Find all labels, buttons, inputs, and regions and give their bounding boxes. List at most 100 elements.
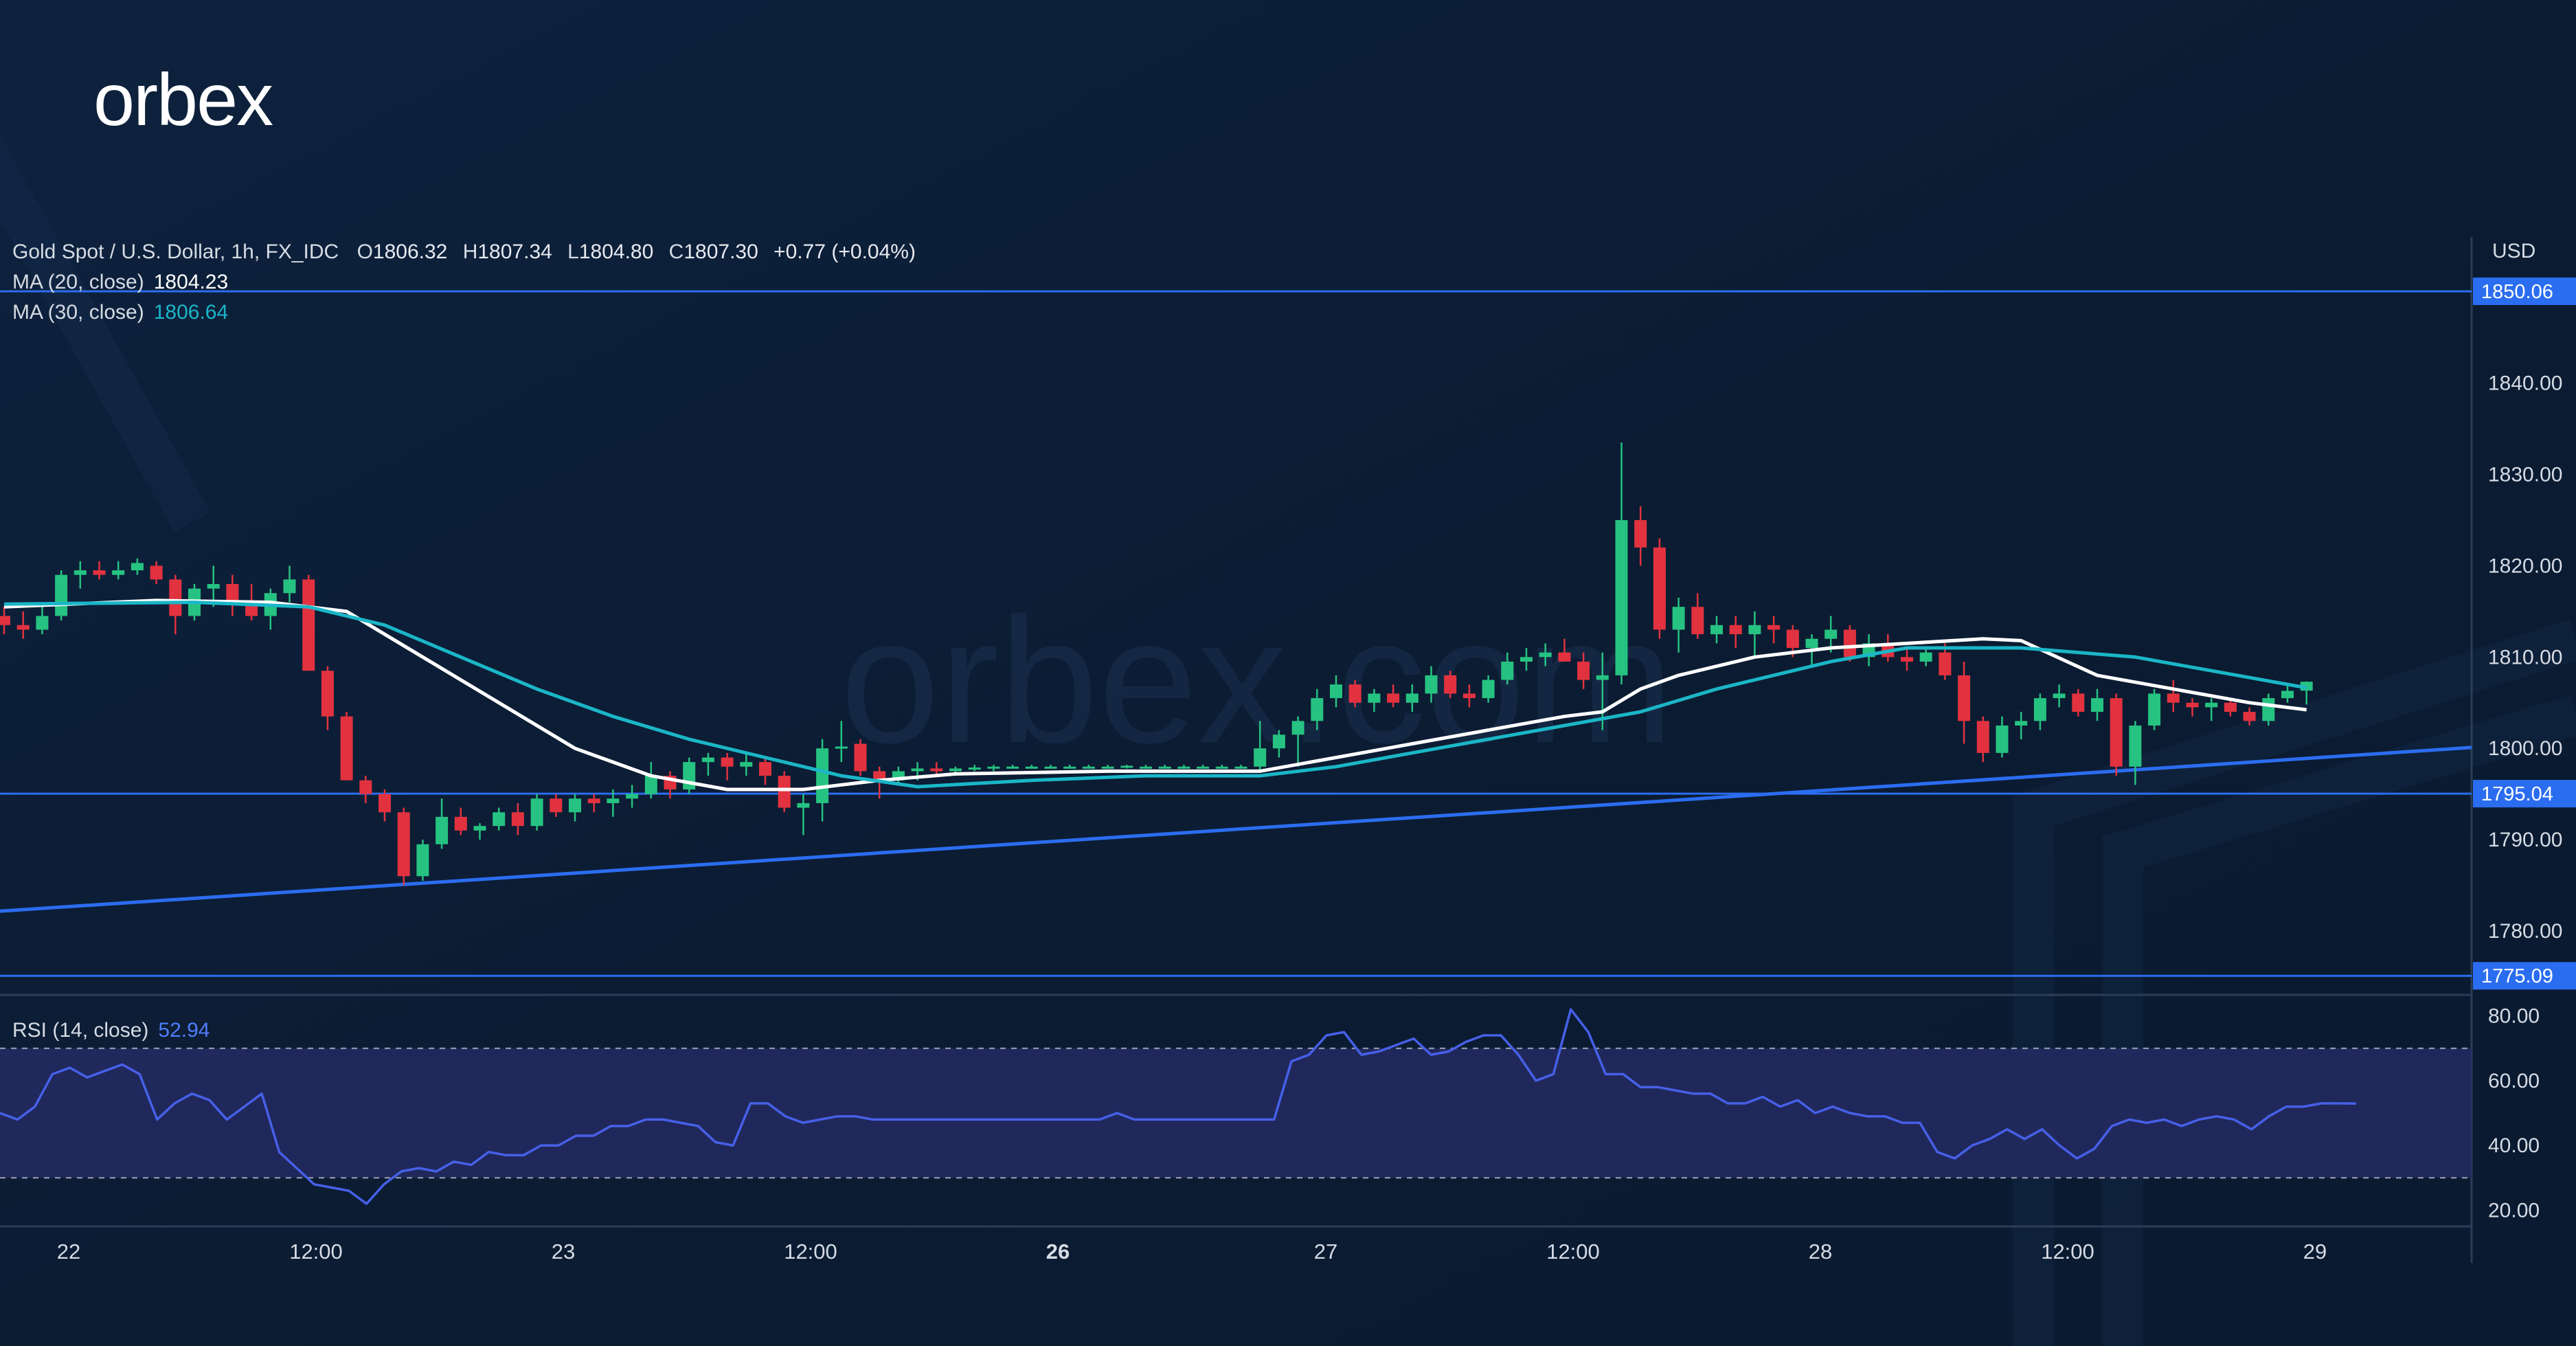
time-tick-label: 26 <box>1046 1240 1070 1264</box>
rsi-tick-label: 60.00 <box>2488 1070 2540 1092</box>
candle-body-up <box>1082 766 1095 769</box>
candle-body-down <box>759 762 771 776</box>
close-label: C <box>668 240 684 263</box>
candle-body-down <box>1901 657 1913 662</box>
rsi-legend: RSI (14, close) 52.94 <box>12 1019 219 1042</box>
candle-body-up <box>1615 519 1628 675</box>
candle-body-down <box>1939 652 1952 675</box>
brand-logo: orbex <box>93 66 327 143</box>
candle-body-down <box>1767 625 1781 630</box>
open-value: 1806.32 <box>372 240 448 263</box>
high-label: H <box>462 240 478 263</box>
price-tick-label: 1810.00 <box>2488 646 2562 669</box>
price-tick-label: 1840.00 <box>2488 372 2562 395</box>
candle-body-up <box>1710 625 1723 635</box>
candle-body-down <box>1691 607 1704 635</box>
candle-body-up <box>2053 693 2066 699</box>
candle-body-down <box>854 743 867 772</box>
candle-body-up <box>1520 657 1533 662</box>
candle-body-down <box>587 798 600 803</box>
candle-body-up <box>1482 680 1495 699</box>
rsi-tick-label: 20.00 <box>2488 1199 2540 1222</box>
level-price-label: 1850.06 <box>2481 281 2553 303</box>
logo-text: orbex <box>93 66 273 141</box>
candle-body-down <box>2243 712 2256 721</box>
candle-body-up <box>1215 766 1228 769</box>
candle-body-up <box>797 803 810 808</box>
open-label: O <box>357 240 373 263</box>
ma20-label: MA (20, close) <box>12 271 144 293</box>
candle-body-up <box>2091 698 2103 713</box>
candle-body-down <box>721 757 734 767</box>
candle-body-up <box>1501 661 1514 680</box>
candle-body-down <box>321 671 334 717</box>
price-tick-label: 1800.00 <box>2488 737 2562 760</box>
candle-body-down <box>454 816 467 831</box>
candle-body-up <box>2262 698 2275 721</box>
candle-body-down <box>2224 702 2237 713</box>
candle-body-down <box>1976 721 1989 753</box>
symbol-name: Gold Spot / U.S. Dollar <box>12 240 220 263</box>
moving-average-lines <box>3 598 2307 792</box>
candle-body-up <box>1063 766 1076 769</box>
candle-body-down <box>2072 693 2085 713</box>
candle-body-up <box>1919 652 1932 662</box>
time-tick-label: 28 <box>1809 1240 1832 1264</box>
candle-body-up <box>1824 629 1838 639</box>
candle-body-up <box>1405 693 1419 703</box>
price-tick-label: 1780.00 <box>2488 920 2562 943</box>
candle-body-up <box>2281 691 2294 699</box>
candle-body-up <box>131 563 144 571</box>
rsi-label: RSI (14, close) <box>12 1019 149 1042</box>
candle-body-down <box>1577 661 1590 680</box>
candle-body-up <box>1805 638 1818 649</box>
candle-body-down <box>397 812 410 877</box>
candle-body-up <box>2205 702 2218 708</box>
time-tick-label: 12:00 <box>784 1240 837 1264</box>
candle-body-up <box>701 757 714 763</box>
candle-body-down <box>1462 693 1476 699</box>
time-tick-label: 23 <box>552 1240 575 1264</box>
candle-body-down <box>340 716 353 781</box>
price-tick-label: 1830.00 <box>2488 464 2562 486</box>
candle-body-up <box>1101 766 1114 769</box>
time-tick-label: 12:00 <box>289 1240 343 1264</box>
time-tick-label: 29 <box>2303 1240 2327 1264</box>
ma20-line <box>3 598 2307 792</box>
candle-body-down <box>1348 684 1362 703</box>
candle-body-down <box>1653 547 1666 630</box>
candle-body-up <box>1197 766 1210 769</box>
candle-body-up <box>1596 675 1609 680</box>
candle-body-down <box>1729 625 1742 635</box>
candle-body-down <box>93 570 106 575</box>
time-tick-label: 22 <box>57 1240 80 1264</box>
ma20-legend: MA (20, close) 1804.23 <box>12 271 238 294</box>
candle-body-up <box>416 844 429 877</box>
candle-body-up <box>1234 766 1247 769</box>
candle-body-up <box>1311 698 1324 721</box>
change-value: +0.77 (+0.04%) <box>773 240 916 263</box>
level-price-label: 1795.04 <box>2481 783 2553 805</box>
time-tick-label: 27 <box>1314 1240 1337 1264</box>
rsi-tick-label: 40.00 <box>2488 1134 2540 1157</box>
candle-body-up <box>968 767 981 770</box>
candle-body-up <box>1672 607 1685 630</box>
candle-body-up <box>436 816 449 844</box>
axes: USD 1780.00 1790.00 1800.00 1810.00 1820.00 18… <box>57 240 2563 1264</box>
currency-label: USD <box>2492 240 2535 262</box>
candle-body-down <box>550 798 563 813</box>
candle-body-up <box>530 798 543 827</box>
candle-body-up <box>1120 765 1133 768</box>
level-price-tag <box>2473 780 2576 808</box>
candle-body-up <box>569 798 581 813</box>
candle-body-up <box>1006 766 1019 769</box>
candle-body-up <box>740 762 753 767</box>
candle-body-down <box>511 812 524 827</box>
candle-body-down <box>1786 629 1799 649</box>
candle-body-up <box>1140 766 1152 769</box>
candle-body-down <box>16 625 30 630</box>
candle-body-down <box>150 565 163 580</box>
ma20-value: 1804.23 <box>153 271 229 293</box>
candle-body-up <box>493 812 506 827</box>
